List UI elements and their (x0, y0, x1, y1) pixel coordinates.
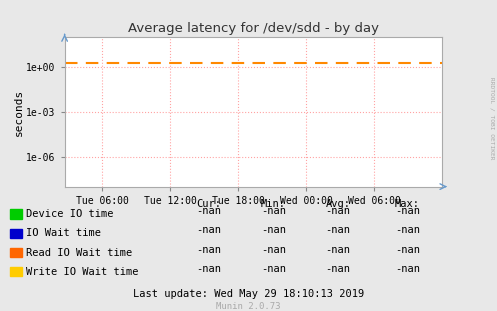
Text: -nan: -nan (395, 206, 420, 216)
Text: -nan: -nan (395, 225, 420, 235)
Text: Write IO Wait time: Write IO Wait time (26, 267, 138, 277)
Text: -nan: -nan (261, 225, 286, 235)
Title: Average latency for /dev/sdd - by day: Average latency for /dev/sdd - by day (128, 22, 379, 35)
Text: -nan: -nan (395, 264, 420, 274)
Text: -nan: -nan (395, 244, 420, 254)
Text: IO Wait time: IO Wait time (26, 228, 101, 238)
Text: -nan: -nan (326, 244, 350, 254)
Y-axis label: seconds: seconds (13, 88, 23, 136)
Text: -nan: -nan (261, 206, 286, 216)
Text: -nan: -nan (196, 225, 221, 235)
Text: Device IO time: Device IO time (26, 209, 113, 219)
Text: Munin 2.0.73: Munin 2.0.73 (216, 301, 281, 310)
Text: Last update: Wed May 29 18:10:13 2019: Last update: Wed May 29 18:10:13 2019 (133, 289, 364, 299)
Text: Max:: Max: (395, 199, 420, 209)
Text: Read IO Wait time: Read IO Wait time (26, 248, 132, 258)
Text: -nan: -nan (196, 244, 221, 254)
Text: Min:: Min: (261, 199, 286, 209)
Text: -nan: -nan (326, 225, 350, 235)
Text: -nan: -nan (261, 264, 286, 274)
Text: RRDTOOL / TOBI OETIKER: RRDTOOL / TOBI OETIKER (490, 77, 495, 160)
Text: -nan: -nan (196, 206, 221, 216)
Text: Cur:: Cur: (196, 199, 221, 209)
Text: -nan: -nan (326, 264, 350, 274)
Text: -nan: -nan (261, 244, 286, 254)
Text: -nan: -nan (196, 264, 221, 274)
Text: -nan: -nan (326, 206, 350, 216)
Text: Avg:: Avg: (326, 199, 350, 209)
